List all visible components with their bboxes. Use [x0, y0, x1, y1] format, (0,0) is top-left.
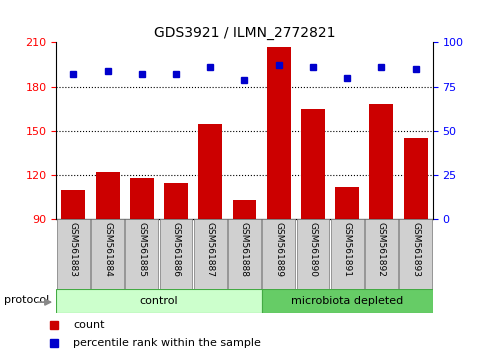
Bar [163, 183, 187, 219]
Bar [125, 219, 158, 289]
Bar [266, 47, 290, 219]
Bar [403, 138, 427, 219]
Bar [129, 178, 153, 219]
Bar [57, 219, 90, 289]
Bar [300, 109, 324, 219]
Bar [330, 219, 363, 289]
Text: control: control [140, 296, 178, 306]
Bar [56, 289, 261, 313]
Bar [159, 219, 192, 289]
Bar [398, 219, 431, 289]
Bar [96, 172, 119, 219]
Text: GSM561891: GSM561891 [342, 222, 351, 276]
Bar [61, 190, 85, 219]
Bar [232, 200, 256, 219]
Text: GSM561886: GSM561886 [171, 222, 180, 276]
Text: GSM561890: GSM561890 [308, 222, 317, 276]
Text: count: count [73, 320, 104, 330]
Text: GSM561885: GSM561885 [137, 222, 146, 276]
Bar [193, 219, 226, 289]
Bar [369, 104, 392, 219]
Title: GDS3921 / ILMN_2772821: GDS3921 / ILMN_2772821 [153, 26, 335, 40]
Text: GSM561884: GSM561884 [103, 222, 112, 276]
Text: GSM561889: GSM561889 [274, 222, 283, 276]
Bar [227, 219, 261, 289]
Bar [261, 289, 432, 313]
Text: percentile rank within the sample: percentile rank within the sample [73, 338, 261, 348]
Bar [296, 219, 329, 289]
Bar [91, 219, 124, 289]
Bar [262, 219, 295, 289]
Bar [364, 219, 397, 289]
Bar [198, 124, 222, 219]
Text: protocol: protocol [4, 295, 50, 305]
Bar [334, 187, 358, 219]
Text: GSM561883: GSM561883 [69, 222, 78, 276]
Text: GSM561887: GSM561887 [205, 222, 214, 276]
Text: GSM561893: GSM561893 [410, 222, 419, 276]
Text: GSM561888: GSM561888 [240, 222, 248, 276]
Text: microbiota depleted: microbiota depleted [290, 296, 403, 306]
Text: GSM561892: GSM561892 [376, 222, 385, 276]
